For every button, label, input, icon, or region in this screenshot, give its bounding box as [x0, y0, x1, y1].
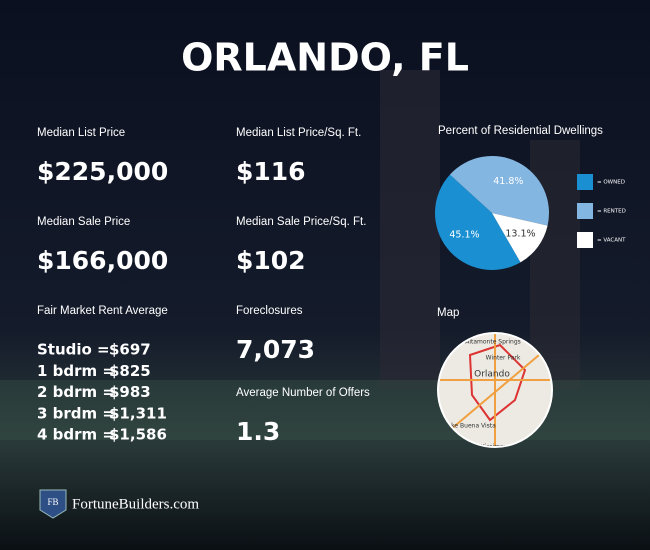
brand: FortuneBuilders.com — [72, 496, 199, 512]
rent-type: Studio = — [37, 341, 110, 359]
stat-value: $116 — [236, 157, 306, 186]
rent-value: $1,311 — [109, 404, 167, 422]
legend-swatch — [577, 203, 593, 219]
pie-slice — [449, 155, 550, 226]
stat-label: Median List Price — [37, 127, 125, 139]
stat-label: Median Sale Price — [37, 216, 130, 228]
map-place: Altamonte Springs — [465, 339, 521, 346]
stat-value: $166,000 — [37, 246, 168, 275]
rent-label: Fair Market Rent Average — [37, 305, 168, 317]
rent-type: 4 bdrm = — [37, 426, 115, 444]
legend-label: = OWNED — [597, 180, 625, 186]
rent-type: 2 bdrm = — [37, 383, 115, 401]
roads — [440, 333, 552, 447]
rent-type: 3 brdm = — [37, 404, 115, 422]
stat-value: 7,073 — [236, 335, 315, 364]
stat-label: Median Sale Price/Sq. Ft. — [236, 216, 366, 228]
legend-swatch — [577, 174, 593, 190]
stat-value: 1.3 — [236, 417, 280, 446]
logo-shield — [39, 489, 67, 519]
stat-value: $102 — [236, 246, 306, 275]
legend-label: = RENTED — [597, 209, 626, 215]
map-place: Kissimmee — [481, 444, 514, 451]
map-label: Map — [437, 307, 459, 319]
rent-type: 1 bdrm = — [37, 362, 115, 380]
pie-value-label: 13.1% — [505, 228, 535, 239]
pie-slice — [492, 213, 548, 263]
building — [380, 70, 440, 390]
city-boundary — [468, 343, 527, 422]
map-place: Lake Buena Vista — [444, 423, 496, 430]
stat-label: Foreclosures — [236, 305, 303, 317]
legend-label: = VACANT — [597, 238, 626, 244]
rent-value: $825 — [109, 362, 151, 380]
logo: FB — [47, 497, 58, 507]
stat-value: $225,000 — [37, 157, 168, 186]
legend-swatch — [577, 232, 593, 248]
rent-value: $697 — [109, 341, 151, 359]
map-place: Winter Park — [486, 355, 521, 362]
pie-value-label: 41.8% — [493, 176, 523, 187]
stat-label: Average Number of Offers — [236, 387, 370, 399]
pie-value-label: 45.1% — [449, 230, 479, 241]
stat-label: Median List Price/Sq. Ft. — [236, 127, 361, 139]
map-place: Orlando — [474, 370, 510, 380]
rent-value: $1,586 — [109, 426, 167, 444]
rent-value: $983 — [109, 383, 151, 401]
pie-slice — [435, 174, 521, 270]
map: Altamonte Springs Winter Park Orlando Lake … — [438, 333, 552, 451]
title: ORLANDO, FL — [181, 36, 469, 80]
map-border — [437, 332, 553, 448]
pie-title: Percent of Residential Dwellings — [438, 125, 603, 137]
